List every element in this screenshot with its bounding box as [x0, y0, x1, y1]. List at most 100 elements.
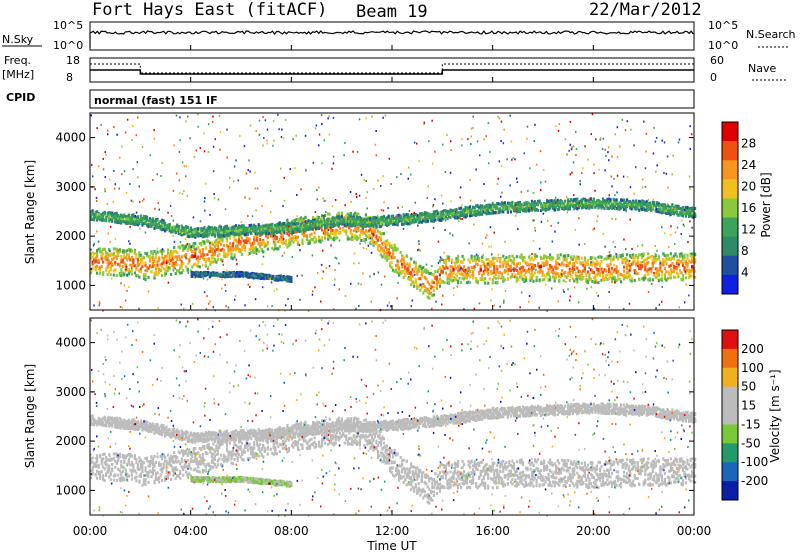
power-cell	[257, 224, 260, 228]
power-cell	[610, 277, 614, 281]
power-cell	[432, 210, 435, 214]
power-cell	[136, 274, 139, 278]
power-cell	[583, 264, 586, 268]
power-cell	[668, 264, 671, 268]
power-cell	[283, 241, 286, 245]
power-cell	[340, 217, 343, 221]
power-cell	[597, 203, 600, 207]
power-cell	[308, 220, 312, 223]
power-cell	[109, 273, 112, 277]
power-cell	[503, 258, 506, 261]
power-cell	[277, 240, 280, 244]
power-cell	[183, 232, 186, 236]
power-cell	[452, 278, 455, 282]
power-cell	[543, 256, 546, 260]
power-cell	[580, 256, 583, 260]
power-cell	[151, 223, 155, 227]
power-cell	[153, 226, 156, 230]
power-cell	[280, 235, 283, 239]
power-cell	[349, 231, 352, 235]
power-cell	[324, 223, 327, 227]
power-cell	[419, 288, 422, 292]
power-cell	[481, 208, 484, 212]
power-cell	[91, 211, 94, 215]
power-cell	[598, 203, 602, 207]
power-cell	[262, 231, 265, 235]
power-cell	[316, 215, 319, 219]
power-cell	[331, 218, 334, 222]
power-cell	[681, 206, 685, 210]
power-cell	[348, 237, 351, 241]
power-cell	[672, 206, 676, 209]
power-cell	[657, 256, 660, 260]
power-cell	[470, 214, 473, 217]
power-cell	[487, 203, 490, 207]
power-cell	[225, 239, 229, 243]
power-cell	[308, 227, 312, 231]
power-cell	[446, 257, 449, 261]
power-cell	[562, 202, 565, 206]
power-cell	[657, 207, 660, 211]
power-cell	[257, 231, 260, 235]
power-cell	[324, 236, 327, 240]
power-cell	[450, 279, 454, 283]
power-cell	[414, 264, 417, 268]
power-cell	[416, 283, 419, 287]
power-cell	[621, 254, 624, 258]
power-cell	[398, 270, 401, 274]
power-cell	[283, 231, 286, 235]
power-cell	[339, 231, 342, 235]
power-cell	[121, 220, 124, 223]
power-cell	[638, 199, 641, 203]
power-cell	[94, 210, 97, 214]
power-cell	[647, 205, 650, 209]
power-cell	[194, 231, 197, 234]
power-cell	[239, 228, 242, 232]
power-cell	[571, 204, 574, 208]
power-cell	[674, 252, 677, 256]
power-cell	[151, 258, 155, 261]
power-cell	[402, 215, 405, 219]
power-cell	[429, 215, 432, 219]
power-cell	[651, 207, 654, 211]
cpid-label: CPID	[6, 91, 35, 104]
power-cell	[547, 278, 550, 282]
power-cell	[550, 265, 553, 269]
power-cell	[514, 205, 517, 209]
power-cell	[387, 250, 390, 254]
power-cell	[493, 265, 496, 268]
power-cell	[331, 237, 334, 241]
power-cell	[559, 203, 562, 207]
power-cell	[544, 275, 547, 279]
power-cell	[231, 257, 235, 261]
power-cell	[521, 256, 525, 259]
power-cell	[688, 276, 691, 279]
power-cell	[541, 205, 544, 209]
power-cell	[224, 252, 227, 256]
power-cell	[301, 217, 304, 221]
power-cell	[126, 253, 129, 257]
power-cell	[580, 200, 583, 204]
power-cell	[645, 206, 648, 210]
power-cell	[636, 256, 639, 259]
power-cell	[375, 242, 378, 246]
power-cell	[484, 206, 487, 210]
power-cell	[299, 222, 303, 226]
power-cell	[677, 258, 680, 262]
power-cell	[423, 276, 426, 280]
power-cell	[186, 249, 189, 252]
power-cell	[296, 242, 300, 246]
power-cell	[185, 226, 188, 230]
power-cell	[214, 271, 217, 275]
power-cell	[494, 203, 497, 207]
power-cell	[556, 198, 559, 202]
power-cell	[583, 258, 586, 262]
power-cell	[298, 220, 301, 224]
power-cell	[375, 236, 378, 240]
power-cell	[238, 235, 241, 239]
power-cell	[223, 273, 227, 277]
power-cell	[506, 277, 509, 280]
power-cell	[133, 251, 136, 255]
power-cell	[447, 280, 451, 284]
